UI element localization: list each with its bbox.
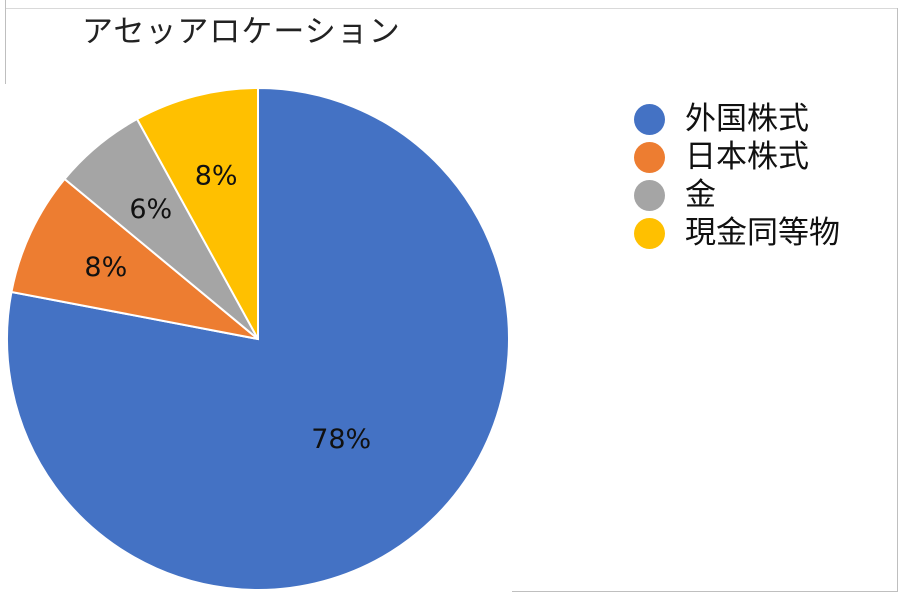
legend-swatch — [634, 103, 665, 135]
slice-data-label: 8% — [84, 252, 127, 283]
legend-label: 日本株式 — [685, 139, 809, 175]
pie-slice — [135, 86, 259, 340]
slice-data-label: 6% — [129, 194, 172, 225]
chart-frame-right — [897, 8, 898, 592]
legend-label: 金 — [685, 177, 716, 213]
legend-item-foreign-stocks: 外国株式 — [634, 100, 840, 138]
chart-frame-top — [5, 8, 898, 9]
legend-label: 外国株式 — [685, 101, 809, 137]
legend-swatch — [634, 179, 665, 211]
chart-frame-bottom — [512, 591, 898, 592]
legend-item-gold: 金 — [634, 176, 840, 214]
legend-swatch — [634, 217, 665, 249]
legend-label: 現金同等物 — [685, 215, 840, 251]
legend-item-cash: 現金同等物 — [634, 214, 840, 252]
legend-swatch — [634, 141, 665, 173]
slice-data-label: 8% — [195, 161, 238, 192]
chart-frame-left — [5, 0, 6, 84]
slice-data-label: 78% — [311, 424, 371, 455]
chart-legend: 外国株式 日本株式 金 現金同等物 — [634, 100, 840, 252]
legend-item-japan-stocks: 日本株式 — [634, 138, 840, 176]
chart-title: アセッアロケーション — [82, 14, 401, 50]
pie-slice — [10, 177, 259, 340]
